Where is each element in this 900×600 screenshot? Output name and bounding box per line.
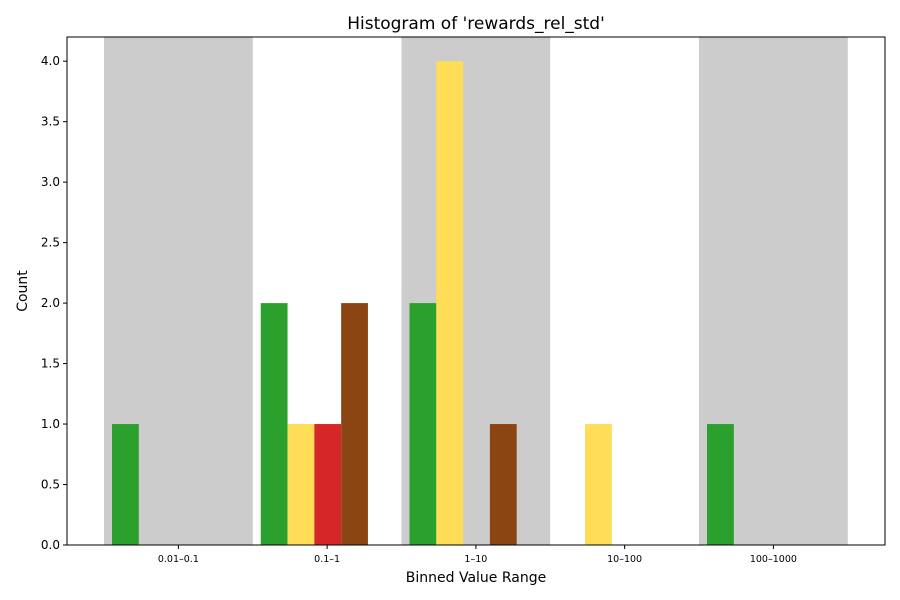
y-tick-label: 4.0 bbox=[41, 54, 60, 68]
x-axis-ticks: 0.01–0.1 0.1–1 1–10 10–100 100–1000 bbox=[158, 545, 797, 565]
background-bands bbox=[104, 37, 848, 545]
y-tick-label: 2.0 bbox=[41, 296, 60, 310]
y-tick-label: 2.5 bbox=[41, 236, 60, 250]
bar-s1-c3 bbox=[585, 424, 612, 545]
bar-s0-c2 bbox=[409, 303, 437, 545]
x-tick-label: 1–10 bbox=[464, 554, 487, 565]
x-axis-label: Binned Value Range bbox=[406, 570, 546, 586]
y-tick-label: 3.5 bbox=[41, 115, 60, 129]
bar-s0-c1 bbox=[260, 303, 288, 545]
bar-s3-c2 bbox=[489, 424, 517, 545]
chart-title: Histogram of 'rewards_rel_std' bbox=[347, 14, 605, 34]
y-tick-label: 0.0 bbox=[41, 538, 60, 552]
bars bbox=[112, 61, 734, 545]
bar-s2-c1 bbox=[314, 424, 342, 545]
y-tick-label: 1.0 bbox=[41, 417, 60, 431]
bar-s0-c0 bbox=[112, 424, 139, 545]
x-tick-label: 0.01–0.1 bbox=[158, 554, 199, 565]
x-tick-label: 100–1000 bbox=[750, 554, 797, 565]
x-tick-label: 10–100 bbox=[607, 554, 642, 565]
y-axis-ticks: 0.0 0.5 1.0 1.5 2.0 2.5 3.0 3.5 4.0 bbox=[41, 54, 67, 552]
x-tick-label: 0.1–1 bbox=[314, 554, 340, 565]
bar-s0-c4 bbox=[707, 424, 734, 545]
y-tick-label: 1.5 bbox=[41, 357, 60, 371]
y-tick-label: 0.5 bbox=[41, 478, 60, 492]
y-tick-label: 3.0 bbox=[41, 175, 60, 189]
bar-s3-c1 bbox=[341, 303, 368, 545]
bar-s1-c2 bbox=[436, 61, 464, 545]
bar-s1-c1 bbox=[287, 424, 315, 545]
y-axis-label: Count bbox=[15, 270, 31, 312]
